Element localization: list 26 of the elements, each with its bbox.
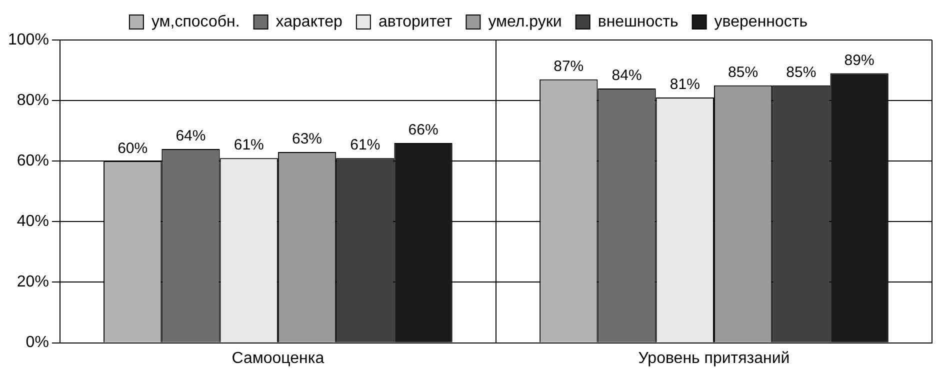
legend-label: уверенность bbox=[714, 13, 808, 30]
legend-label: авторитет bbox=[378, 13, 453, 30]
text: 85% bbox=[728, 64, 758, 82]
legend-label: ум,способн. bbox=[151, 13, 240, 30]
y-tick-label: 80% bbox=[16, 92, 49, 109]
legend-label: умел.руки bbox=[488, 13, 562, 30]
legend-label: характер bbox=[276, 13, 343, 30]
text: 63% bbox=[292, 130, 322, 148]
y-tick-label: 100% bbox=[8, 31, 49, 48]
text: 84% bbox=[612, 67, 642, 84]
text: 64% bbox=[176, 128, 206, 145]
legend-label: внешность bbox=[598, 13, 678, 30]
text: 60% bbox=[118, 140, 148, 157]
x-tick-label: Самооценка bbox=[232, 350, 324, 367]
text: 66% bbox=[408, 122, 438, 139]
text: 81% bbox=[670, 76, 700, 94]
x-tick-label: Уровень притязаний bbox=[638, 350, 790, 367]
text: 61% bbox=[350, 136, 380, 154]
text: 61% bbox=[234, 136, 264, 154]
y-tick-label: 20% bbox=[16, 274, 49, 291]
y-tick-label: 0% bbox=[26, 334, 49, 352]
text: 89% bbox=[844, 52, 874, 69]
text: 85% bbox=[786, 64, 816, 82]
text: 87% bbox=[554, 58, 584, 76]
y-tick-label: 40% bbox=[16, 213, 49, 230]
y-tick-label: 60% bbox=[16, 152, 49, 170]
